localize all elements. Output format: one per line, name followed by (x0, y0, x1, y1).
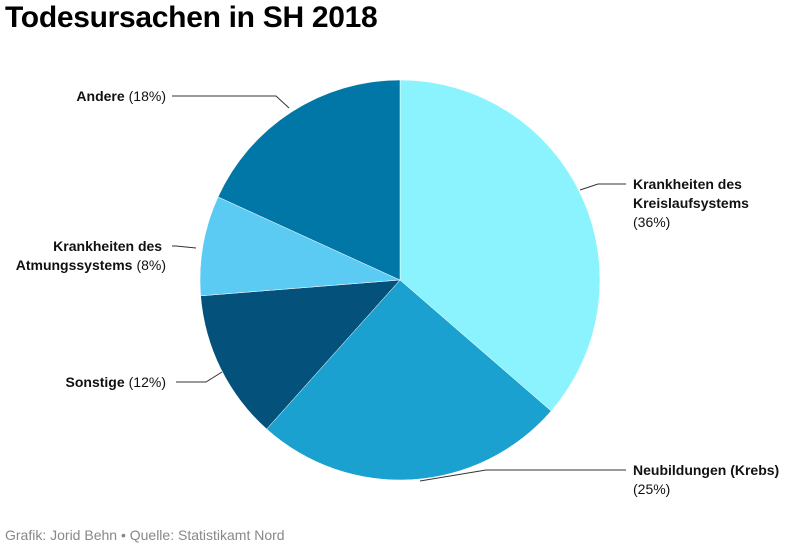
leader-line-neubildungen (419, 469, 626, 482)
label-neubildungen: Neubildungen (Krebs) (25%) (633, 462, 783, 497)
leader-line-kreislauf (579, 183, 626, 191)
pie-slice-kreislauf (399, 79, 601, 412)
label-kreislauf-line1: Krankheiten des (633, 176, 742, 192)
label-kreislauf: Krankheiten des Kreislaufsystems (36%) (633, 176, 753, 230)
label-kreislauf-pct: (36%) (633, 214, 670, 230)
label-atmung-line2: Atmungssystems (16, 257, 133, 273)
label-kreislauf-line2: Kreislaufsystems (633, 195, 749, 211)
pie-slice-andere (217, 79, 401, 281)
label-sonstige-pct: (12%) (129, 374, 166, 390)
label-andere-line1: Andere (76, 88, 124, 104)
chart-title: Todesursachen in SH 2018 (5, 1, 378, 34)
label-neubildungen-pct: (25%) (633, 481, 670, 497)
pie-slices (199, 79, 601, 481)
leader-line-andere (172, 95, 290, 109)
pie-slice-neubildungen (266, 279, 552, 481)
leader-line-sonstige (176, 371, 223, 383)
label-atmung-line1: Krankheiten des (53, 238, 162, 254)
label-sonstige: Sonstige (12%) (66, 374, 166, 390)
pie-slice-sonstige (200, 279, 401, 430)
label-andere: Andere (18%) (76, 88, 166, 104)
label-neubildungen-line1: Neubildungen (Krebs) (633, 462, 779, 478)
source-credit: Grafik: Jorid Behn • Quelle: Statistikam… (5, 527, 285, 543)
leader-line-atmung (172, 245, 197, 249)
label-atmung: Krankheiten des Atmungssystems (8%) (16, 238, 166, 273)
pie-slice-atmung (199, 196, 401, 297)
label-atmung-pct: (8%) (136, 257, 166, 273)
label-sonstige-line1: Sonstige (66, 374, 125, 390)
label-atmung-line2-wrap: Atmungssystems (8%) (16, 257, 166, 273)
label-andere-pct: (18%) (129, 88, 166, 104)
